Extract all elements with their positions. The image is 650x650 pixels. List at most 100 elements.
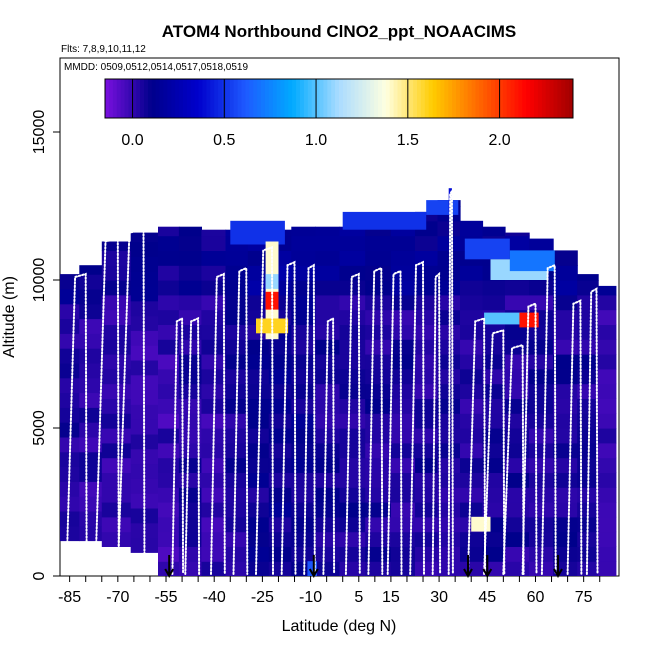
heatmap-cell — [247, 487, 270, 503]
heatmap-cell — [101, 383, 132, 399]
heatmap-cell — [291, 280, 316, 296]
colorbar-tick-label: 0.5 — [213, 132, 235, 149]
heatmap-cell — [101, 309, 132, 325]
colorbar-segment — [436, 79, 441, 118]
heatmap-cell — [60, 362, 80, 379]
heatmap-cell — [390, 398, 416, 414]
colorbar-segment — [569, 79, 574, 118]
heatmap-cell — [225, 457, 249, 473]
heatmap-cell — [577, 413, 599, 429]
heatmap-cell — [101, 398, 132, 414]
heatmap-feature — [342, 211, 427, 230]
heatmap-cell — [178, 531, 202, 547]
heatmap-cell — [225, 487, 249, 503]
heatmap-cell — [529, 457, 554, 473]
heatmap-cell — [178, 226, 202, 237]
heatmap-cell — [339, 265, 366, 281]
heatmap-cell — [60, 288, 80, 305]
heatmap-cell — [315, 442, 341, 459]
heatmap-cell — [553, 531, 578, 547]
heatmap-cell — [505, 324, 530, 340]
colorbar-segment — [491, 79, 496, 118]
heatmap-cell — [158, 546, 180, 562]
colorbar-segment — [296, 79, 301, 118]
heatmap-cell — [201, 294, 227, 311]
flight-profile — [255, 246, 274, 575]
heatmap-cell — [415, 265, 439, 281]
heatmap-cell — [482, 383, 506, 399]
heatmap-cell — [415, 211, 439, 222]
heatmap-cell — [553, 398, 578, 414]
heatmap-cell — [225, 561, 249, 576]
heatmap-cell — [60, 510, 80, 527]
heatmap-cell — [291, 309, 316, 325]
heatmap-cell — [178, 265, 202, 281]
heatmap-cell — [158, 442, 180, 459]
colorbar-segment — [261, 79, 266, 118]
heatmap-cell — [247, 531, 270, 547]
flight-profile — [184, 316, 201, 575]
heatmap-cell — [482, 339, 506, 355]
heatmap-cell — [390, 309, 416, 325]
colorbar-segment — [319, 79, 324, 118]
x-tick-label: 60 — [527, 589, 545, 606]
colorbar-segment — [225, 79, 231, 118]
heatmap-cell — [365, 413, 392, 429]
heatmap-cell — [79, 451, 103, 468]
heatmap-cell — [130, 256, 159, 272]
heatmap-cell — [101, 250, 132, 266]
heatmap-cell — [482, 442, 506, 459]
heatmap-cell — [460, 265, 484, 281]
heatmap-cell — [268, 487, 292, 503]
heatmap-cell — [247, 280, 270, 296]
heatmap-cell — [268, 546, 292, 562]
heatmap-cell — [201, 265, 227, 281]
heatmap-cell — [577, 294, 599, 311]
heatmap-cell — [390, 472, 416, 488]
heatmap-cell — [598, 531, 617, 547]
heatmap-cell — [529, 339, 554, 355]
heatmap-cell — [577, 546, 599, 562]
heatmap-cell — [598, 428, 617, 444]
colorbar-segment — [475, 79, 480, 118]
heatmap-cell — [339, 324, 366, 340]
heatmap-cell — [415, 516, 439, 533]
heatmap-cell — [598, 398, 617, 414]
flight-arrow — [308, 555, 319, 579]
heatmap-cell — [390, 280, 416, 296]
colorbar-segment — [420, 79, 426, 118]
x-tick-label: -25 — [251, 589, 274, 606]
heatmap-cell — [553, 339, 578, 355]
colorbar-segment — [253, 79, 258, 118]
heatmap-cell — [225, 442, 249, 459]
heatmap-cell — [101, 457, 132, 473]
heatmap-cell — [529, 398, 554, 414]
dates-subtitle: MMDD: 0509,0512,0514,0517,0518,0519 — [64, 62, 248, 73]
heatmap-cell — [529, 413, 554, 429]
heatmap-cell — [415, 502, 439, 518]
x-tick-label: 30 — [430, 589, 448, 606]
heatmap-cell — [365, 502, 392, 518]
heatmap-cell — [225, 309, 249, 325]
heatmap-cell — [291, 516, 316, 533]
heatmap-cell — [365, 487, 392, 503]
heatmap-cell — [460, 546, 484, 562]
heatmap-cell — [415, 398, 439, 414]
heatmap-cell — [365, 398, 392, 414]
colorbar-segment — [171, 79, 176, 118]
flight-profile-layer — [65, 187, 599, 575]
x-axis-title: Latitude (deg N) — [282, 618, 397, 635]
heatmap-cell — [529, 238, 554, 251]
colorbar-segment — [237, 79, 242, 118]
flight-profile — [94, 237, 120, 575]
heatmap-cell — [339, 442, 366, 459]
y-axis-title: Altitude (m) — [1, 276, 18, 358]
heatmap-cell — [415, 428, 439, 444]
colorbar-segment — [339, 79, 344, 118]
heatmap-cell — [339, 472, 366, 488]
colorbar-segment — [378, 79, 383, 118]
colorbar-segment — [311, 79, 317, 118]
heatmap-cell — [339, 457, 366, 473]
heatmap-cell — [553, 265, 578, 281]
